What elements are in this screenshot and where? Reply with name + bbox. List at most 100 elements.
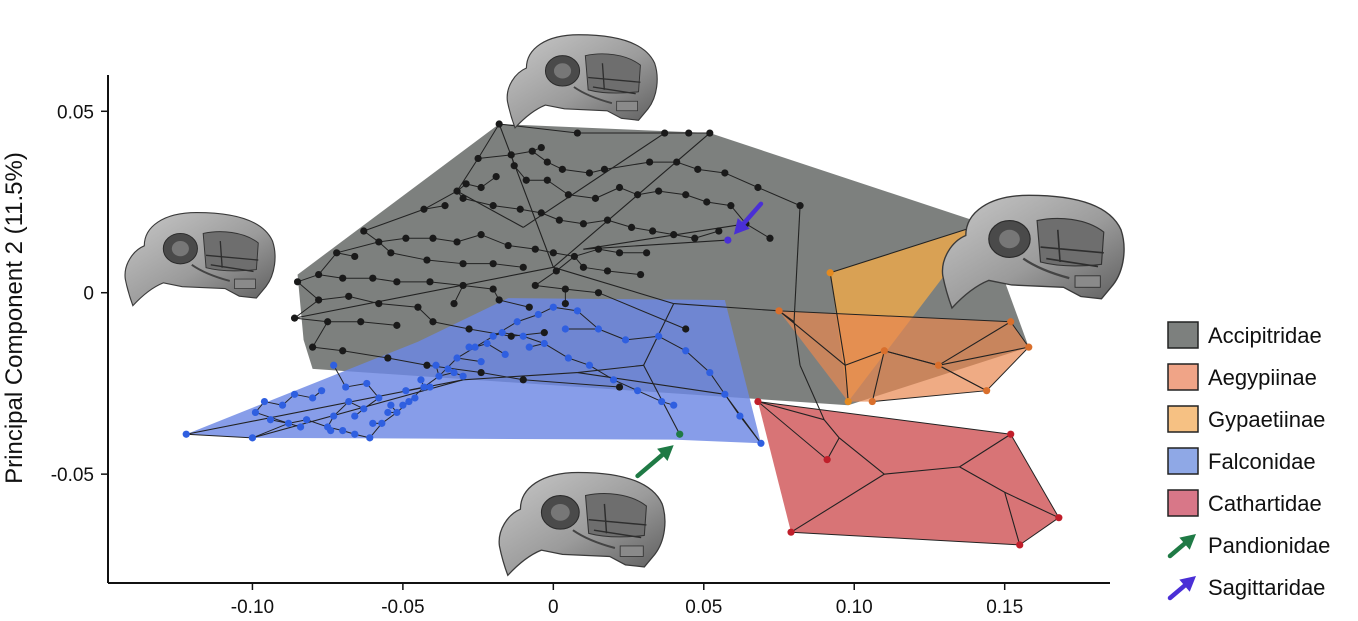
point-accipitridae: [459, 194, 467, 202]
point-accipitridae: [706, 129, 714, 137]
tree-edge: [604, 161, 650, 170]
point-falconidae: [351, 430, 359, 438]
point-aegypiinae: [880, 347, 888, 355]
point-accipitridae: [600, 165, 609, 173]
point-falconidae: [302, 416, 311, 424]
point-accipitridae: [351, 252, 359, 261]
point-falconidae: [345, 397, 353, 406]
point-accipitridae: [615, 183, 624, 192]
tree-edge: [456, 357, 482, 363]
legend-swatch: [1167, 447, 1199, 475]
point-aegypiinae: [934, 361, 943, 369]
tree-edge: [598, 328, 626, 341]
legend-label: Pandionidae: [1208, 533, 1330, 558]
tree-edge: [429, 281, 464, 286]
tree-edge: [456, 158, 479, 192]
tree-edge: [685, 194, 707, 203]
point-accipitridae: [507, 151, 515, 159]
point-accipitridae: [537, 209, 545, 217]
tree-edge: [456, 234, 482, 243]
point-accipitridae: [573, 129, 582, 137]
tree-edge: [480, 234, 509, 247]
tree-edge: [757, 401, 825, 421]
tree-edge: [552, 132, 711, 268]
point-accipitridae: [465, 325, 473, 333]
point-accipitridae: [558, 165, 566, 173]
point-accipitridae: [649, 227, 657, 235]
point-falconidae: [585, 361, 594, 369]
tree-edge: [871, 350, 885, 402]
legend-item-accipitridae: Accipitridae: [1167, 321, 1322, 349]
point-accipitridae: [703, 198, 711, 206]
hull-cathartidae: [757, 401, 1059, 545]
point-accipitridae: [339, 274, 347, 282]
tree-edge: [778, 310, 846, 366]
point-accipitridae: [495, 120, 503, 128]
point-accipitridae: [561, 285, 569, 293]
tree-edge: [547, 179, 569, 196]
point-accipitridae: [537, 143, 545, 152]
x-tick-label: -0.10: [231, 597, 274, 618]
point-accipitridae: [715, 227, 723, 235]
skull-right-icon-drawing: [941, 194, 1126, 310]
tree-edge: [294, 266, 554, 319]
point-falconidae: [351, 412, 359, 420]
point-accipitridae: [384, 354, 392, 362]
point-accipitridae: [420, 205, 428, 213]
tree-edge: [559, 219, 584, 225]
x-tick-label: 0.10: [836, 597, 873, 618]
legend-arrow-icon-head: [1179, 534, 1196, 550]
point-falconidae: [477, 358, 485, 366]
tree-edge: [577, 371, 725, 395]
tree-edge: [577, 310, 599, 330]
legend-label: Aegypiinae: [1208, 365, 1317, 390]
point-accipitridae: [360, 227, 368, 235]
point-falconidae: [453, 354, 461, 362]
tree-edge: [598, 292, 686, 330]
legend-swatch: [1167, 405, 1199, 433]
point-accipitridae: [627, 223, 636, 231]
point-falconidae: [564, 354, 572, 362]
point-accipitridae: [543, 176, 551, 184]
tree-edge: [823, 419, 840, 439]
point-accipitridae: [636, 270, 645, 279]
tree-edge: [553, 266, 674, 305]
arrow-sagittaridae-icon-head: [733, 218, 750, 235]
tree-edge: [508, 245, 536, 250]
point-cathartidae: [823, 456, 831, 464]
point-accipitridae: [459, 281, 467, 290]
arrow-sagittaridae-icon-shaft: [741, 201, 764, 226]
tree-edge: [432, 237, 458, 243]
tree-edge: [658, 335, 686, 352]
skull-top-icon-drawing: [506, 33, 659, 129]
point-accipitridae: [333, 249, 341, 257]
point-falconidae: [330, 361, 338, 369]
point-falconidae: [525, 343, 533, 351]
point-falconidae: [450, 368, 458, 377]
point-accipitridae: [345, 292, 353, 300]
data-points: [182, 120, 1063, 549]
tree-edge: [544, 343, 569, 359]
tree-edge: [1010, 321, 1030, 348]
tree-edge: [791, 531, 1020, 546]
point-falconidae: [465, 343, 473, 351]
point-accipitridae: [540, 329, 548, 337]
x-tick-label: 0.05: [685, 597, 722, 618]
point-accipitridae: [441, 202, 449, 210]
tree-edge: [1004, 491, 1060, 519]
legend-label: Cathartidae: [1208, 491, 1322, 516]
point-accipitridae: [646, 158, 654, 166]
point-falconidae: [459, 372, 467, 380]
tree-edge: [534, 270, 557, 286]
legend-label: Gypaetiinae: [1208, 407, 1325, 432]
tree-edge: [938, 346, 1029, 366]
tree-edge: [724, 172, 759, 188]
point-accipitridae: [477, 368, 485, 377]
point-falconidae: [296, 423, 305, 431]
tree-edge: [959, 466, 1005, 493]
tree-edge: [378, 303, 418, 308]
tree-edge: [709, 372, 726, 395]
tree-edge: [477, 123, 500, 159]
axes: [107, 75, 1110, 584]
point-accipitridae: [453, 238, 461, 246]
